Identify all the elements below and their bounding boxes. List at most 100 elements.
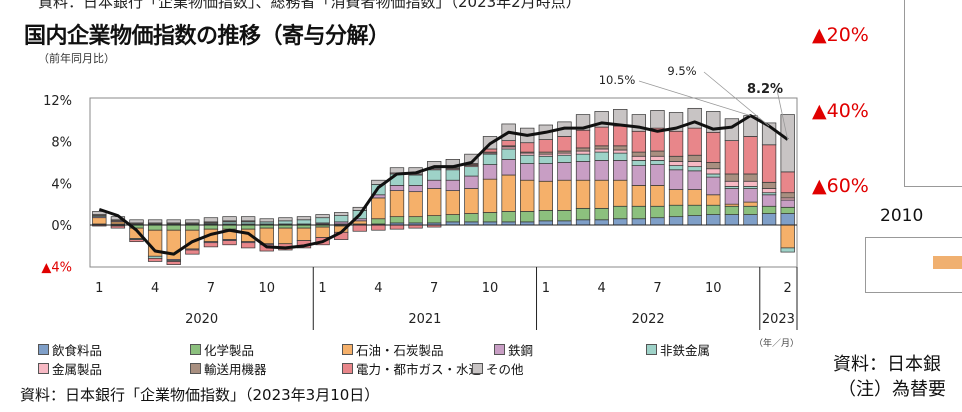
bar-segment-3 [389,185,405,191]
x-year-label: 2022 [632,312,665,327]
x-month-label: 7 [207,281,215,296]
bar-segment-3 [594,160,609,181]
bar-segment-3 [427,179,442,189]
bar-segment-4 [668,165,684,171]
bar-segment-1 [575,207,591,221]
bar-segment-4 [575,153,591,162]
bar-segment-7 [780,171,795,194]
bar-segment-3 [557,162,572,181]
bar-segment-8 [185,219,200,224]
bar-segment-4 [445,169,460,181]
bar-segment-4 [482,153,498,165]
right-source: 資料：日本銀 [833,354,941,375]
bar-segment-6 [668,155,684,162]
bar-segment-4 [594,151,609,161]
bar-segment-8 [203,217,219,223]
bar-segment-1 [408,216,423,224]
bar-segment-5 [594,148,609,153]
bar-segment-3 [482,164,498,180]
bar-segment-7 [557,136,572,152]
legend-item: 輸送用機器 [190,359,267,378]
legend-item: 金属製品 [38,359,102,378]
legend-swatch [38,363,49,374]
bar-segment-2 [371,197,386,220]
bar-segment-1 [240,224,256,230]
bar-segment-4 [296,219,312,225]
bar-segment-5 [650,155,665,161]
bar-segment-5 [761,188,777,194]
bar-segment-1 [185,224,200,231]
bar-segment-1 [445,214,460,223]
legend-label: 飲食料品 [52,343,103,358]
x-month-label: 4 [598,281,606,296]
bar-segment-5 [687,161,702,168]
bar-segment-2 [575,179,591,209]
annotation-leader [776,89,789,140]
bar-segment-1 [147,224,163,231]
x-year-label: 2021 [408,312,441,327]
bar-segment-8 [334,212,349,216]
bar-segment-4 [613,152,628,161]
x-month-label: 4 [151,281,159,296]
bar-segment-6 [650,150,665,157]
bar-segment-2 [594,179,609,209]
bar-segment-1 [668,204,684,218]
bar-segment-2 [538,180,553,211]
bar-segment-3 [631,165,647,186]
bar-segment-1 [706,204,721,215]
bar-segment-1 [650,205,665,219]
page-title: 国内企業物価指数の推移（寄与分解） [24,24,390,49]
bar-segment-7 [613,125,628,147]
bar-segment-2 [296,227,312,241]
bar-segment-1 [520,211,535,223]
bar-segment-4 [427,169,442,181]
legend-item: 石油・石炭製品 [342,340,444,359]
bar-segment-5 [724,180,740,187]
bar-segment-4 [334,215,349,223]
bar-segment-0 [613,218,628,226]
bar-segment-8 [278,217,293,222]
bar-segment-0 [743,214,758,226]
legend-swatch [342,363,353,374]
bar-segment-3 [761,194,777,207]
bar-segment-3 [464,175,479,189]
bar-segment-4 [464,166,479,177]
top-cut-source-text: 資料：日本銀行「企業物価指数」、総務省「消費者物価指数」（2023年2月時点） [38,0,581,11]
bar-segment-8 [296,216,312,221]
bar-segment-3 [520,163,535,181]
bar-segment-2 [706,194,721,206]
annotation-label: 10.5% [599,73,636,87]
bar-segment-8 [240,216,256,222]
legend-label: 電力・都市ガス・水道 [356,362,482,377]
bar-segment-1 [724,205,740,215]
annotation-label: 9.5% [667,64,696,78]
bar-segment-1 [743,205,758,215]
bar-segment-3 [538,163,553,182]
annotation-leader [703,71,770,127]
bar-segment-7 [594,126,609,147]
bar-segment-7 [538,139,553,153]
bar-segment-7 [631,130,647,153]
x-month-label: 10 [258,281,275,296]
bar-segment-4 [650,160,665,165]
x-year-label: 2023 [762,312,795,327]
bar-segment-8 [147,219,163,224]
total-line [98,114,789,256]
bar-segment-7 [501,140,516,147]
right-year-label: 2010 [880,206,924,226]
bar-segment-1 [482,212,498,223]
legend-swatch [494,344,505,355]
bar-segment-4 [631,160,647,166]
bar-segment-7 [371,224,386,231]
bar-segment-8 [389,167,405,174]
bar-segment-2 [445,190,460,215]
x-year-label: 2020 [185,312,218,327]
bar-segment-2 [613,179,628,207]
bar-segment-0 [724,214,740,226]
annotation-label: 8.2% [747,82,783,97]
y-tick-label: 0% [51,219,72,234]
bar-segment-1 [594,207,609,221]
bar-segment-2 [427,188,442,216]
bar-segment-8 [650,110,665,129]
